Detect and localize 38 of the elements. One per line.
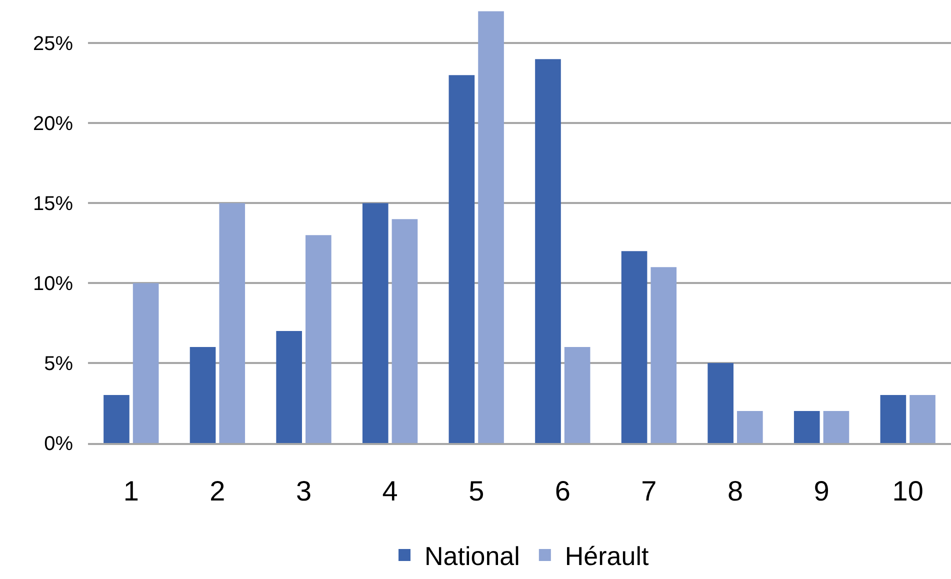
bar — [478, 11, 504, 443]
y-tick-label: 25% — [32, 33, 74, 56]
x-tick-label: 10 — [892, 475, 924, 506]
bar — [392, 219, 418, 443]
bar — [306, 235, 332, 443]
y-tick-label: 0% — [44, 433, 74, 455]
bar — [104, 395, 130, 443]
legend-label: Hérault — [564, 541, 650, 572]
bar — [880, 395, 906, 443]
y-tick-label: 5% — [44, 353, 74, 376]
bar — [650, 267, 677, 443]
x-tick-label: 7 — [641, 475, 657, 506]
legend-label: National — [424, 541, 520, 572]
x-tick-label: 8 — [727, 475, 744, 506]
bar — [535, 59, 561, 443]
bar — [621, 251, 648, 443]
y-tick-label: 15% — [32, 193, 74, 216]
bar — [564, 347, 590, 443]
x-tick-label: 4 — [382, 475, 398, 506]
bar — [362, 203, 388, 443]
bar — [737, 411, 763, 443]
bar — [794, 411, 820, 443]
x-tick-label: 1 — [123, 475, 139, 506]
x-tick-label: 2 — [210, 475, 226, 506]
bar — [132, 283, 159, 443]
y-tick-label: 20% — [32, 113, 74, 136]
x-tick-label: 9 — [814, 475, 830, 506]
bar — [708, 363, 734, 443]
bar — [190, 347, 216, 443]
bar — [910, 395, 936, 443]
y-tick-label: 10% — [32, 273, 74, 296]
x-tick-label: 6 — [554, 475, 570, 506]
x-tick-label: 5 — [468, 475, 484, 506]
bar — [823, 411, 850, 443]
bar — [448, 75, 475, 443]
bar — [276, 331, 302, 443]
x-tick-label: 3 — [296, 475, 312, 506]
bar — [219, 203, 246, 443]
